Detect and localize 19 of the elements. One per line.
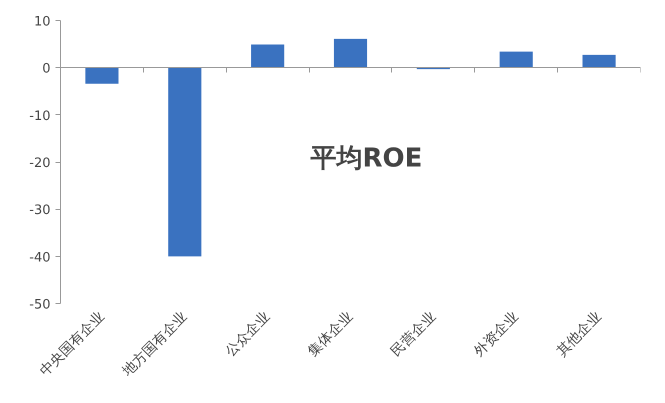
x-tick-label: 民营企业 [388,308,440,360]
y-tick-label: 10 [34,14,51,30]
x-tick-label: 外资企业 [470,308,522,360]
bar [334,38,368,68]
bar [168,68,202,256]
text: 平均ROE [310,144,422,174]
x-tick-label: 其他企业 [554,308,605,360]
bar [500,52,533,68]
bar [582,54,616,68]
y-tick-label: -30 [29,203,50,218]
x-tick-label: 地方国有企业 [119,308,190,380]
bar [251,44,284,68]
y-tick-label: 0 [42,62,51,77]
y-tick-label: -20 [29,156,50,171]
y-tick-label: -40 [29,250,50,266]
x-tick-label: 公众企业 [222,308,274,360]
bar [85,68,118,84]
y-tick-label: -10 [29,108,50,124]
x-tick-label: 集体企业 [305,308,356,360]
